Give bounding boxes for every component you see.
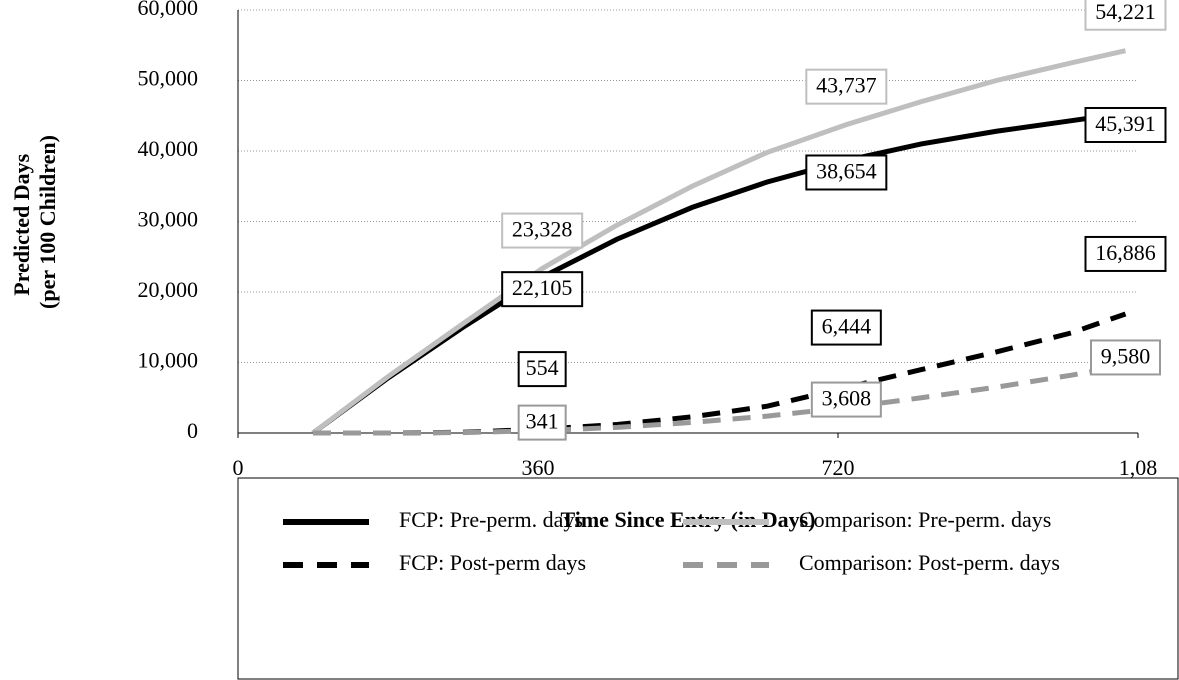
data-label: 23,328: [512, 217, 573, 242]
data-label-box: [501, 271, 584, 308]
legend-box: [237, 477, 1179, 680]
data-label-box: [1084, 0, 1167, 31]
x-tick-label: 1,08: [1119, 455, 1158, 480]
y-tick-label: 20,000: [138, 277, 199, 302]
data-label: 16,886: [1095, 240, 1156, 265]
data-label-box: [501, 212, 584, 249]
data-label-box: [517, 404, 567, 441]
series-line: [311, 110, 1126, 436]
data-label-box: [805, 68, 888, 105]
y-tick-label: 0: [187, 418, 198, 443]
data-label: 54,221: [1095, 0, 1156, 24]
y-tick-label: 60,000: [138, 0, 199, 20]
legend-label: FCP: Post-perm days: [399, 550, 586, 575]
data-label: 341: [526, 409, 559, 434]
data-label-box: [810, 381, 882, 418]
data-label-box: [805, 154, 888, 191]
series-line: [313, 363, 1126, 436]
x-tick-label: 0: [233, 455, 244, 480]
y-tick-label: 30,000: [138, 207, 199, 232]
y-axis-title-line: (per 100 Children): [35, 135, 60, 309]
data-label-box: [1090, 339, 1161, 376]
y-tick-label: 40,000: [138, 136, 199, 161]
data-label-box: [517, 351, 567, 388]
series-line: [313, 311, 1127, 436]
y-tick-label: 10,000: [138, 348, 199, 373]
data-label-box: [810, 309, 882, 346]
data-label: 38,654: [816, 159, 877, 184]
data-label: 3,608: [822, 386, 872, 411]
data-label: 9,580: [1101, 344, 1151, 369]
legend-label: Comparison: Post-perm. days: [799, 550, 1060, 575]
data-label: 45,391: [1095, 111, 1156, 136]
data-label: 22,105: [512, 275, 573, 300]
data-label: 554: [526, 355, 559, 380]
x-tick-label: 360: [522, 455, 555, 480]
y-axis-title-line: Predicted Days: [9, 153, 34, 295]
data-label-box: [1084, 235, 1167, 272]
series-line: [311, 48, 1127, 435]
data-label: 6,444: [822, 314, 872, 339]
data-label: 43,737: [816, 73, 877, 98]
x-tick-label: 720: [822, 455, 855, 480]
y-axis-title: Predicted Days (per 100 Children): [9, 135, 60, 309]
y-tick-label: 50,000: [138, 66, 199, 91]
data-label-box: [1084, 106, 1167, 143]
legend-label: FCP: Pre-perm. days: [399, 507, 583, 532]
legend-label: Comparison: Pre-perm. days: [799, 507, 1051, 532]
